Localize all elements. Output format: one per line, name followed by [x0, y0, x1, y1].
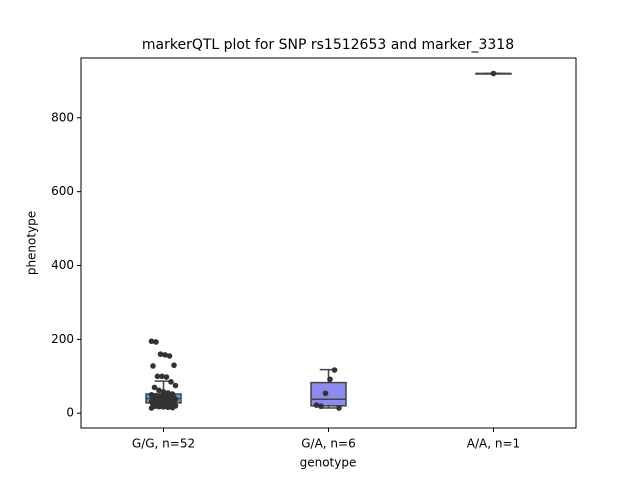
data-point	[156, 387, 162, 394]
data-point	[157, 351, 164, 357]
data-point	[168, 379, 174, 385]
data-point	[159, 373, 165, 380]
data-point	[171, 362, 177, 369]
data-point	[490, 70, 497, 77]
chart-title: markerQTL plot for SNP rs1512653 and mar…	[142, 37, 514, 53]
data-point	[331, 367, 338, 373]
data-point	[318, 403, 324, 410]
y-tick-label: 0	[66, 406, 74, 420]
data-point	[322, 390, 329, 397]
y-axis-label: phenotype	[25, 211, 39, 275]
x-axis-label: genotype	[300, 456, 357, 470]
data-point	[163, 374, 170, 380]
data-point	[153, 339, 159, 345]
data-point	[160, 404, 167, 410]
data-point	[327, 376, 333, 383]
data-point	[151, 384, 158, 391]
data-point	[150, 363, 156, 369]
data-point	[313, 402, 320, 408]
x-tick-label: G/A, n=6	[301, 437, 355, 451]
data-point	[154, 373, 161, 380]
data-point	[162, 352, 168, 358]
data-point	[148, 405, 155, 411]
y-tick-label: 400	[51, 258, 74, 272]
data-point	[165, 404, 171, 411]
data-point	[160, 389, 167, 395]
x-tick-label: A/A, n=1	[467, 437, 520, 451]
data-point	[169, 404, 176, 411]
data-point	[336, 405, 342, 411]
box	[310, 381, 347, 407]
data-point	[172, 382, 179, 389]
plot-frame	[80, 57, 577, 429]
data-point	[166, 353, 173, 359]
y-tick-label: 600	[51, 184, 74, 198]
data-point	[156, 403, 162, 410]
y-tick-label: 800	[51, 110, 74, 124]
data-point	[148, 338, 155, 345]
y-tick-label: 200	[51, 332, 74, 346]
x-tick-label: G/G, n=52	[132, 437, 195, 451]
